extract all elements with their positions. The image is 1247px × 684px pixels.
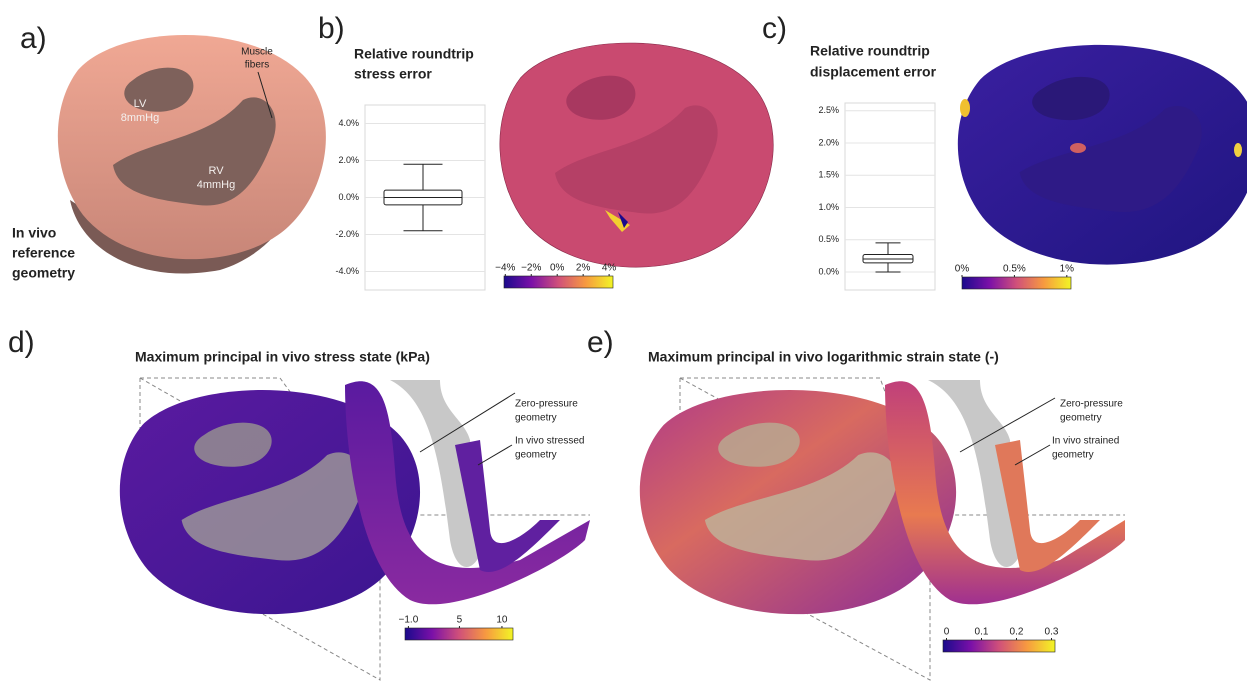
colorbar-label: 2% bbox=[576, 263, 591, 274]
colorbar-label: 0% bbox=[550, 263, 565, 274]
colorbar bbox=[962, 277, 1071, 289]
annotation: Muscle bbox=[241, 47, 273, 58]
chart-title: Maximum principal in vivo stress state (… bbox=[135, 349, 430, 365]
colorbar-label: 4% bbox=[602, 263, 617, 274]
panel-label: b) bbox=[318, 12, 345, 45]
colorbar-label: −1.0 bbox=[399, 615, 419, 626]
y-tick-label: -2.0% bbox=[335, 229, 359, 239]
figure: a) Muscle fibers LV 8mmHg RV 4mmHg In vi… bbox=[0, 0, 1247, 684]
annotation: geometry bbox=[1052, 450, 1094, 461]
y-tick-label: 2.0% bbox=[338, 155, 359, 165]
colorbar-label: 0.3 bbox=[1045, 627, 1059, 638]
heart-b bbox=[500, 43, 773, 267]
chart-title: Relative roundtrip bbox=[354, 46, 474, 62]
y-tick-label: -4.0% bbox=[335, 266, 359, 276]
annotation: LV bbox=[134, 98, 147, 110]
chart-title: displacement error bbox=[810, 64, 937, 80]
annotation: 8mmHg bbox=[121, 112, 160, 124]
y-tick-label: 0.0% bbox=[338, 192, 359, 202]
y-tick-label: 1.0% bbox=[818, 202, 839, 212]
panel-label: e) bbox=[587, 326, 614, 359]
colorbar bbox=[943, 640, 1055, 652]
pointer-line bbox=[478, 445, 512, 465]
annotation: RV bbox=[208, 165, 224, 177]
annotation: geometry bbox=[515, 450, 557, 461]
colorbar bbox=[504, 276, 613, 288]
colorbar-label: 0 bbox=[944, 627, 950, 638]
colorbar-label: 0% bbox=[955, 264, 970, 275]
colorbar bbox=[405, 628, 513, 640]
y-tick-label: 2.5% bbox=[818, 105, 839, 115]
chart-title: Relative roundtrip bbox=[810, 43, 930, 59]
panel-label: c) bbox=[762, 12, 787, 45]
annotation: fibers bbox=[245, 60, 269, 71]
y-tick-label: 4.0% bbox=[338, 118, 359, 128]
annotation: Zero-pressure bbox=[1060, 399, 1123, 410]
heart-c bbox=[958, 45, 1247, 265]
caption: geometry bbox=[12, 265, 75, 281]
annotation: Zero-pressure bbox=[515, 399, 578, 410]
annotation: geometry bbox=[1060, 413, 1102, 424]
caption: reference bbox=[12, 245, 75, 261]
y-tick-label: 0.0% bbox=[818, 266, 839, 276]
panel-label: a) bbox=[20, 22, 47, 55]
annotation: 4mmHg bbox=[197, 179, 236, 191]
chart-title: Maximum principal in vivo logarithmic st… bbox=[648, 349, 999, 365]
colorbar-label: 10 bbox=[496, 615, 508, 626]
annotation: In vivo stressed bbox=[515, 436, 584, 447]
y-tick-label: 0.5% bbox=[818, 234, 839, 244]
colorbar-label: 0.2 bbox=[1010, 627, 1024, 638]
colorbar-label: 1% bbox=[1060, 264, 1075, 275]
caption: In vivo bbox=[12, 225, 56, 241]
chart-title: stress error bbox=[354, 66, 432, 82]
colorbar-label: 0.5% bbox=[1003, 264, 1026, 275]
annotation: In vivo strained bbox=[1052, 436, 1119, 447]
heart-e-shape bbox=[640, 380, 1125, 614]
y-tick-label: 2.0% bbox=[818, 137, 839, 147]
panel-label: d) bbox=[8, 326, 35, 359]
y-tick-label: 1.5% bbox=[818, 170, 839, 180]
colorbar-label: −2% bbox=[521, 263, 541, 274]
colorbar-label: 5 bbox=[457, 615, 463, 626]
annotation: geometry bbox=[515, 413, 557, 424]
colorbar-label: −4% bbox=[495, 263, 515, 274]
heart-a bbox=[58, 35, 326, 274]
colorbar-label: 0.1 bbox=[975, 627, 989, 638]
